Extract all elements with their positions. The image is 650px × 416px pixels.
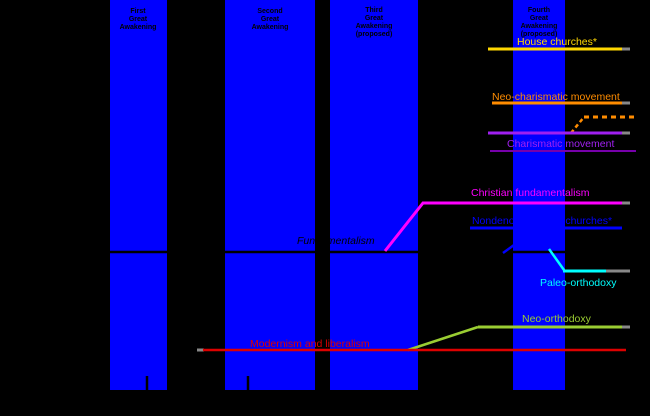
second-great-awakening-label: Second Great Awakening: [252, 8, 289, 31]
nondenominational-label: Nondenominational churches*: [472, 215, 612, 227]
second-great-awakening-bar: [225, 0, 315, 390]
fundamentalism-label: Fundamentalism: [297, 235, 375, 247]
paleo-orthodoxy-label: Paleo-orthodoxy: [540, 277, 617, 289]
bar1-label-line1: First: [130, 8, 146, 15]
bar3-label-line3: Awakening: [356, 23, 393, 30]
first-great-awakening-bar: [110, 0, 167, 390]
bar4-label-line2: Great: [530, 15, 549, 22]
charismatic-label: Charismatic movement: [507, 138, 614, 150]
neo-charismatic-label: Neo-charismatic movement: [492, 91, 620, 103]
fourth-great-awakening-label: Fourth Great Awakening (proposed): [521, 7, 558, 38]
first-great-awakening-label: First Great Awakening: [120, 8, 157, 31]
neo-orthodoxy-label: Neo-orthodoxy: [522, 313, 592, 325]
bar3-label-line4: (proposed): [356, 31, 393, 38]
modernism-label: Modernism and liberalism: [250, 338, 370, 350]
neo-orthodoxy-branch-connector: [407, 325, 479, 352]
bar2-label-line3: Awakening: [252, 24, 289, 31]
bar1-label-line3: Awakening: [120, 24, 157, 31]
house-churches-label: House churches*: [517, 36, 597, 48]
bar4-label-line4: (proposed): [521, 31, 558, 38]
third-great-awakening-bar: [330, 0, 418, 390]
third-great-awakening-label: Third Great Awakening (proposed): [356, 7, 393, 38]
bar2-label-line1: Second: [257, 8, 282, 15]
christian-fundamentalism-line: [383, 201, 622, 252]
bar1-label-line2: Great: [129, 16, 148, 23]
christian-fundamentalism-label: Christian fundamentalism: [471, 187, 590, 199]
bar4-label-line3: Awakening: [521, 23, 558, 30]
bar2-label-line2: Great: [261, 16, 280, 23]
bar4-label-line1: Fourth: [528, 7, 550, 14]
neo-charismatic-branch-connector: [570, 116, 585, 134]
bar3-label-line1: Third: [365, 7, 383, 14]
fourth-great-awakening-bar: [513, 0, 565, 390]
paleo-orthodoxy-branch-connector: [547, 248, 566, 271]
nondenominational-branch-connector: [502, 243, 515, 255]
bar3-label-line2: Great: [365, 15, 384, 22]
